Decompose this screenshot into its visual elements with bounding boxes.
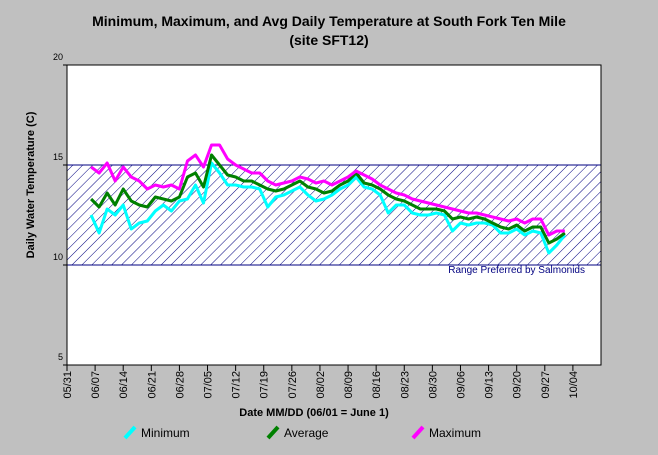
plot-frame: [66, 64, 602, 366]
x-tick-label: 09/13: [484, 371, 496, 399]
legend-label: Average: [284, 426, 329, 440]
x-tick-label: 06/14: [118, 371, 130, 399]
legend-icon: [411, 425, 425, 440]
x-tick-label: 08/30: [427, 371, 439, 399]
series-line: [90, 143, 565, 237]
band-label: Range Preferred by Salmonids: [448, 265, 585, 276]
x-tick-label: 08/02: [315, 371, 327, 399]
y-tick-label: 5: [58, 352, 63, 362]
x-tick-label: 05/31: [62, 371, 74, 399]
y-tick-label: 20: [53, 52, 63, 62]
legend-icon: [123, 425, 137, 440]
x-tick-label: 09/06: [455, 371, 467, 399]
x-tick-label: 07/19: [259, 371, 271, 399]
x-tick-label: 07/05: [203, 371, 215, 399]
series-line: [90, 153, 566, 245]
x-tick-label: 08/16: [371, 371, 383, 399]
x-tick-label: 08/09: [343, 371, 355, 399]
legend-label: Minimum: [141, 426, 190, 440]
x-tick-label: 09/20: [512, 371, 524, 399]
y-axis-label: Daily Water Temperature (C): [25, 111, 37, 258]
x-tick-label: 06/07: [90, 371, 102, 399]
x-axis-label: Date MM/DD (06/01 = June 1): [239, 407, 389, 419]
x-tick-label: 06/21: [146, 371, 158, 399]
series-line: [89, 161, 567, 255]
y-tick-label: 15: [53, 152, 63, 162]
x-tick-label: 07/26: [287, 371, 299, 399]
preferred-band: [66, 164, 602, 266]
legend-icon: [266, 425, 280, 440]
y-tick-label: 10: [53, 252, 63, 262]
x-tick-label: 06/28: [174, 371, 186, 399]
x-tick-label: 10/04: [568, 371, 580, 399]
chart-subtitle: (site SFT12): [289, 32, 368, 48]
x-tick-label: 08/23: [399, 371, 411, 399]
x-tick-label: 09/27: [540, 371, 552, 399]
chart-title: Minimum, Maximum, and Avg Daily Temperat…: [92, 13, 566, 29]
legend-label: Maximum: [429, 426, 481, 440]
x-tick-label: 07/12: [231, 371, 243, 399]
